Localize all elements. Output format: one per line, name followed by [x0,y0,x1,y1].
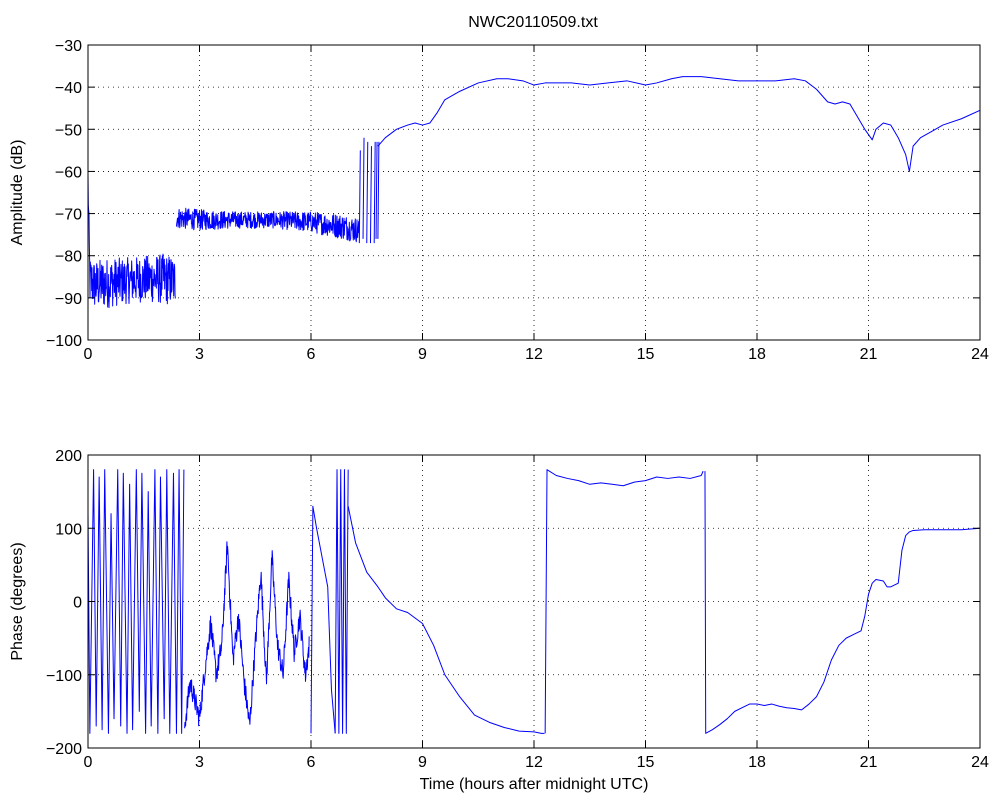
amplitude-x-tick-label: 0 [84,346,93,363]
amplitude-x-tick-label: 12 [525,346,543,363]
phase-y-tick-label: 0 [73,595,82,612]
amplitude-y-tick-label: −100 [46,333,82,350]
amplitude-x-tick-label: 15 [637,346,655,363]
amplitude-x-tick-label: 9 [418,346,427,363]
amplitude-grid [88,45,980,340]
amplitude-series-line [377,76,980,172]
amplitude-x-tick-label: 21 [860,346,878,363]
amplitude-x-tick-label: 6 [307,346,316,363]
phase-series-line [704,471,980,734]
phase-y-axis-label: Phase (degrees) [9,542,26,660]
amplitude-y-tick-label: −50 [55,122,82,139]
phase-y-tick-label: −100 [46,668,82,685]
phase-x-tick-label: 12 [525,754,543,771]
phase-y-tick-label: 200 [55,448,82,465]
phase-x-tick-label: 18 [748,754,766,771]
phase-grid [88,455,980,748]
amplitude-y-tick-label: −40 [55,80,82,97]
phase-axes: 0 3 6 9 12 15 18 21 24 −200 −100 0 100 200 Phase (de… [9,448,989,793]
amplitude-x-tick-label: 3 [195,346,204,363]
amplitude-y-ticks: −100 −90 −80 −70 −60 −50 −40 −30 [46,38,980,350]
amplitude-y-axis-label: Amplitude (dB) [9,140,26,246]
amplitude-y-tick-label: −30 [55,38,82,55]
amplitude-series-line [88,174,360,309]
amplitude-y-tick-label: −60 [55,164,82,181]
amplitude-axes: 0 3 6 9 12 15 18 21 24 −100 −90 −80 −70 −60 −50 −40 −30… [9,38,989,363]
phase-x-tick-label: 0 [84,754,93,771]
phase-y-tick-label: 100 [55,521,82,538]
phase-x-tick-label: 15 [637,754,655,771]
amplitude-y-tick-label: −90 [55,291,82,308]
amplitude-x-tick-label: 24 [971,346,989,363]
amplitude-series [88,76,980,309]
phase-series-line [184,541,310,729]
phase-x-tick-label: 3 [195,754,204,771]
phase-series [88,469,980,734]
amplitude-x-ticks: 0 3 6 9 12 15 18 21 24 [84,45,989,363]
phase-series-line [544,469,704,734]
phase-x-axis-label: Time (hours after midnight UTC) [420,776,649,793]
figure-title: NWC20110509.txt [468,14,598,31]
phase-series-line [310,505,336,734]
phase-y-ticks: −200 −100 0 100 200 [46,448,980,758]
phase-x-tick-label: 6 [307,754,316,771]
amplitude-y-tick-label: −70 [55,207,82,224]
amplitude-series-line [358,137,380,244]
phase-x-tick-label: 24 [971,754,989,771]
phase-series-line [334,469,349,734]
phase-y-tick-label: −200 [46,741,82,758]
phase-x-ticks: 0 3 6 9 12 15 18 21 24 [84,455,989,771]
phase-x-tick-label: 9 [418,754,427,771]
phase-x-tick-label: 21 [860,754,878,771]
amplitude-x-tick-label: 18 [748,346,766,363]
phase-series-line [347,506,545,734]
amplitude-y-tick-label: −80 [55,249,82,266]
phase-series-line [88,469,185,734]
